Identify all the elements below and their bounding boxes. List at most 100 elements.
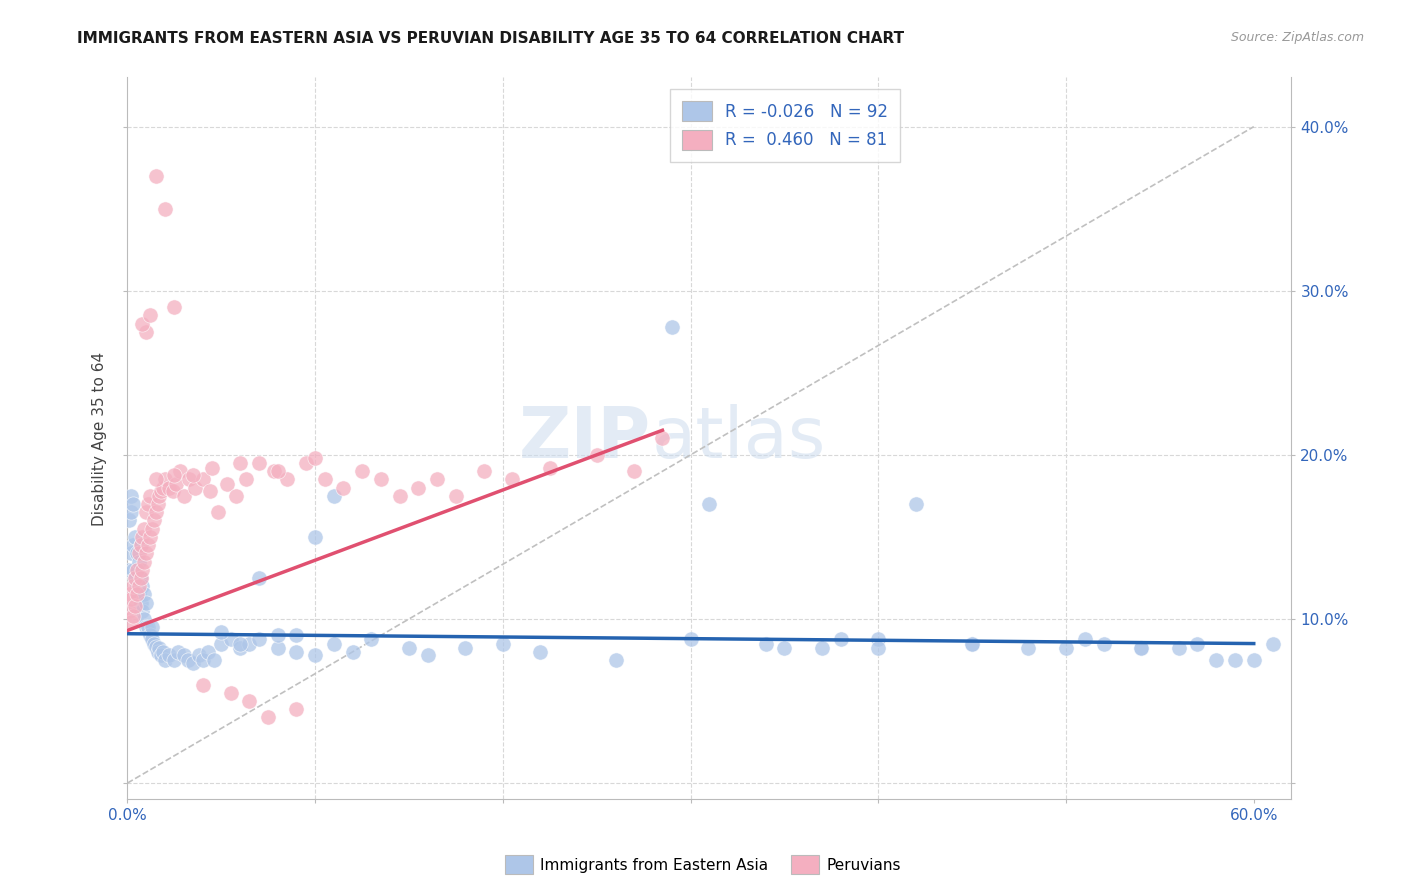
Point bbox=[755, 636, 778, 650]
Point bbox=[136, 620, 159, 634]
Point bbox=[128, 587, 150, 601]
Point bbox=[139, 628, 162, 642]
Point bbox=[811, 641, 834, 656]
Point bbox=[285, 628, 308, 642]
Point bbox=[145, 473, 167, 487]
Point bbox=[128, 579, 150, 593]
Point bbox=[266, 628, 288, 642]
Point bbox=[135, 595, 157, 609]
Point bbox=[538, 461, 561, 475]
Point bbox=[235, 473, 257, 487]
Point bbox=[416, 648, 439, 662]
Point bbox=[501, 473, 523, 487]
Point bbox=[173, 648, 195, 662]
Point bbox=[118, 604, 141, 618]
Point bbox=[120, 615, 142, 630]
Point bbox=[1187, 636, 1209, 650]
Point bbox=[118, 514, 141, 528]
Text: IMMIGRANTS FROM EASTERN ASIA VS PERUVIAN DISABILITY AGE 35 TO 64 CORRELATION CHA: IMMIGRANTS FROM EASTERN ASIA VS PERUVIAN… bbox=[77, 31, 904, 46]
Text: atlas: atlas bbox=[651, 404, 825, 473]
Point bbox=[129, 538, 152, 552]
Point bbox=[134, 555, 156, 569]
Point bbox=[153, 473, 176, 487]
Point bbox=[148, 641, 170, 656]
Point bbox=[163, 653, 186, 667]
Point bbox=[134, 612, 156, 626]
Point bbox=[148, 489, 170, 503]
Point bbox=[128, 546, 150, 560]
Point bbox=[529, 645, 551, 659]
Point bbox=[773, 641, 796, 656]
Point bbox=[263, 464, 285, 478]
Point bbox=[960, 636, 983, 650]
Point bbox=[661, 319, 683, 334]
Point bbox=[868, 632, 890, 646]
Point bbox=[868, 641, 890, 656]
Point bbox=[153, 653, 176, 667]
Point bbox=[360, 632, 382, 646]
Point bbox=[342, 645, 364, 659]
Point bbox=[398, 641, 420, 656]
Point bbox=[120, 489, 142, 503]
Point bbox=[197, 645, 219, 659]
Legend: R = -0.026   N = 92, R =  0.460   N = 81: R = -0.026 N = 92, R = 0.460 N = 81 bbox=[671, 89, 900, 161]
Point bbox=[323, 489, 346, 503]
Point bbox=[370, 473, 392, 487]
Point bbox=[209, 636, 232, 650]
Point bbox=[276, 473, 298, 487]
Text: ZIP: ZIP bbox=[519, 404, 651, 473]
Point bbox=[152, 645, 174, 659]
Point bbox=[165, 477, 187, 491]
Point bbox=[492, 636, 515, 650]
Point bbox=[238, 694, 260, 708]
Point bbox=[304, 530, 326, 544]
Point bbox=[1092, 636, 1115, 650]
Point bbox=[125, 587, 148, 601]
Point bbox=[125, 563, 148, 577]
Point bbox=[124, 571, 146, 585]
Point bbox=[247, 632, 270, 646]
Point bbox=[124, 599, 146, 613]
Point bbox=[124, 530, 146, 544]
Point bbox=[904, 497, 927, 511]
Point bbox=[304, 648, 326, 662]
Point bbox=[1018, 641, 1040, 656]
Point bbox=[157, 481, 180, 495]
Legend: Immigrants from Eastern Asia, Peruvians: Immigrants from Eastern Asia, Peruvians bbox=[499, 849, 907, 880]
Point bbox=[247, 571, 270, 585]
Point bbox=[238, 636, 260, 650]
Point bbox=[454, 641, 477, 656]
Point bbox=[120, 592, 142, 607]
Point bbox=[150, 648, 173, 662]
Point bbox=[229, 641, 252, 656]
Point bbox=[167, 645, 190, 659]
Point bbox=[129, 571, 152, 585]
Point bbox=[191, 677, 214, 691]
Point bbox=[135, 505, 157, 519]
Point bbox=[145, 505, 167, 519]
Point bbox=[128, 555, 150, 569]
Point bbox=[157, 648, 180, 662]
Point bbox=[699, 497, 721, 511]
Point bbox=[122, 563, 145, 577]
Point bbox=[294, 456, 316, 470]
Point bbox=[162, 483, 184, 498]
Point bbox=[118, 587, 141, 601]
Point bbox=[129, 538, 152, 552]
Point bbox=[125, 546, 148, 560]
Point bbox=[1054, 641, 1077, 656]
Point bbox=[136, 497, 159, 511]
Point bbox=[146, 497, 169, 511]
Point bbox=[314, 473, 336, 487]
Point bbox=[257, 710, 280, 724]
Point bbox=[472, 464, 495, 478]
Point bbox=[122, 538, 145, 552]
Point bbox=[191, 653, 214, 667]
Point bbox=[139, 489, 162, 503]
Point bbox=[122, 497, 145, 511]
Point bbox=[1167, 641, 1189, 656]
Point bbox=[135, 620, 157, 634]
Point bbox=[122, 579, 145, 593]
Point bbox=[145, 169, 167, 183]
Point bbox=[225, 489, 247, 503]
